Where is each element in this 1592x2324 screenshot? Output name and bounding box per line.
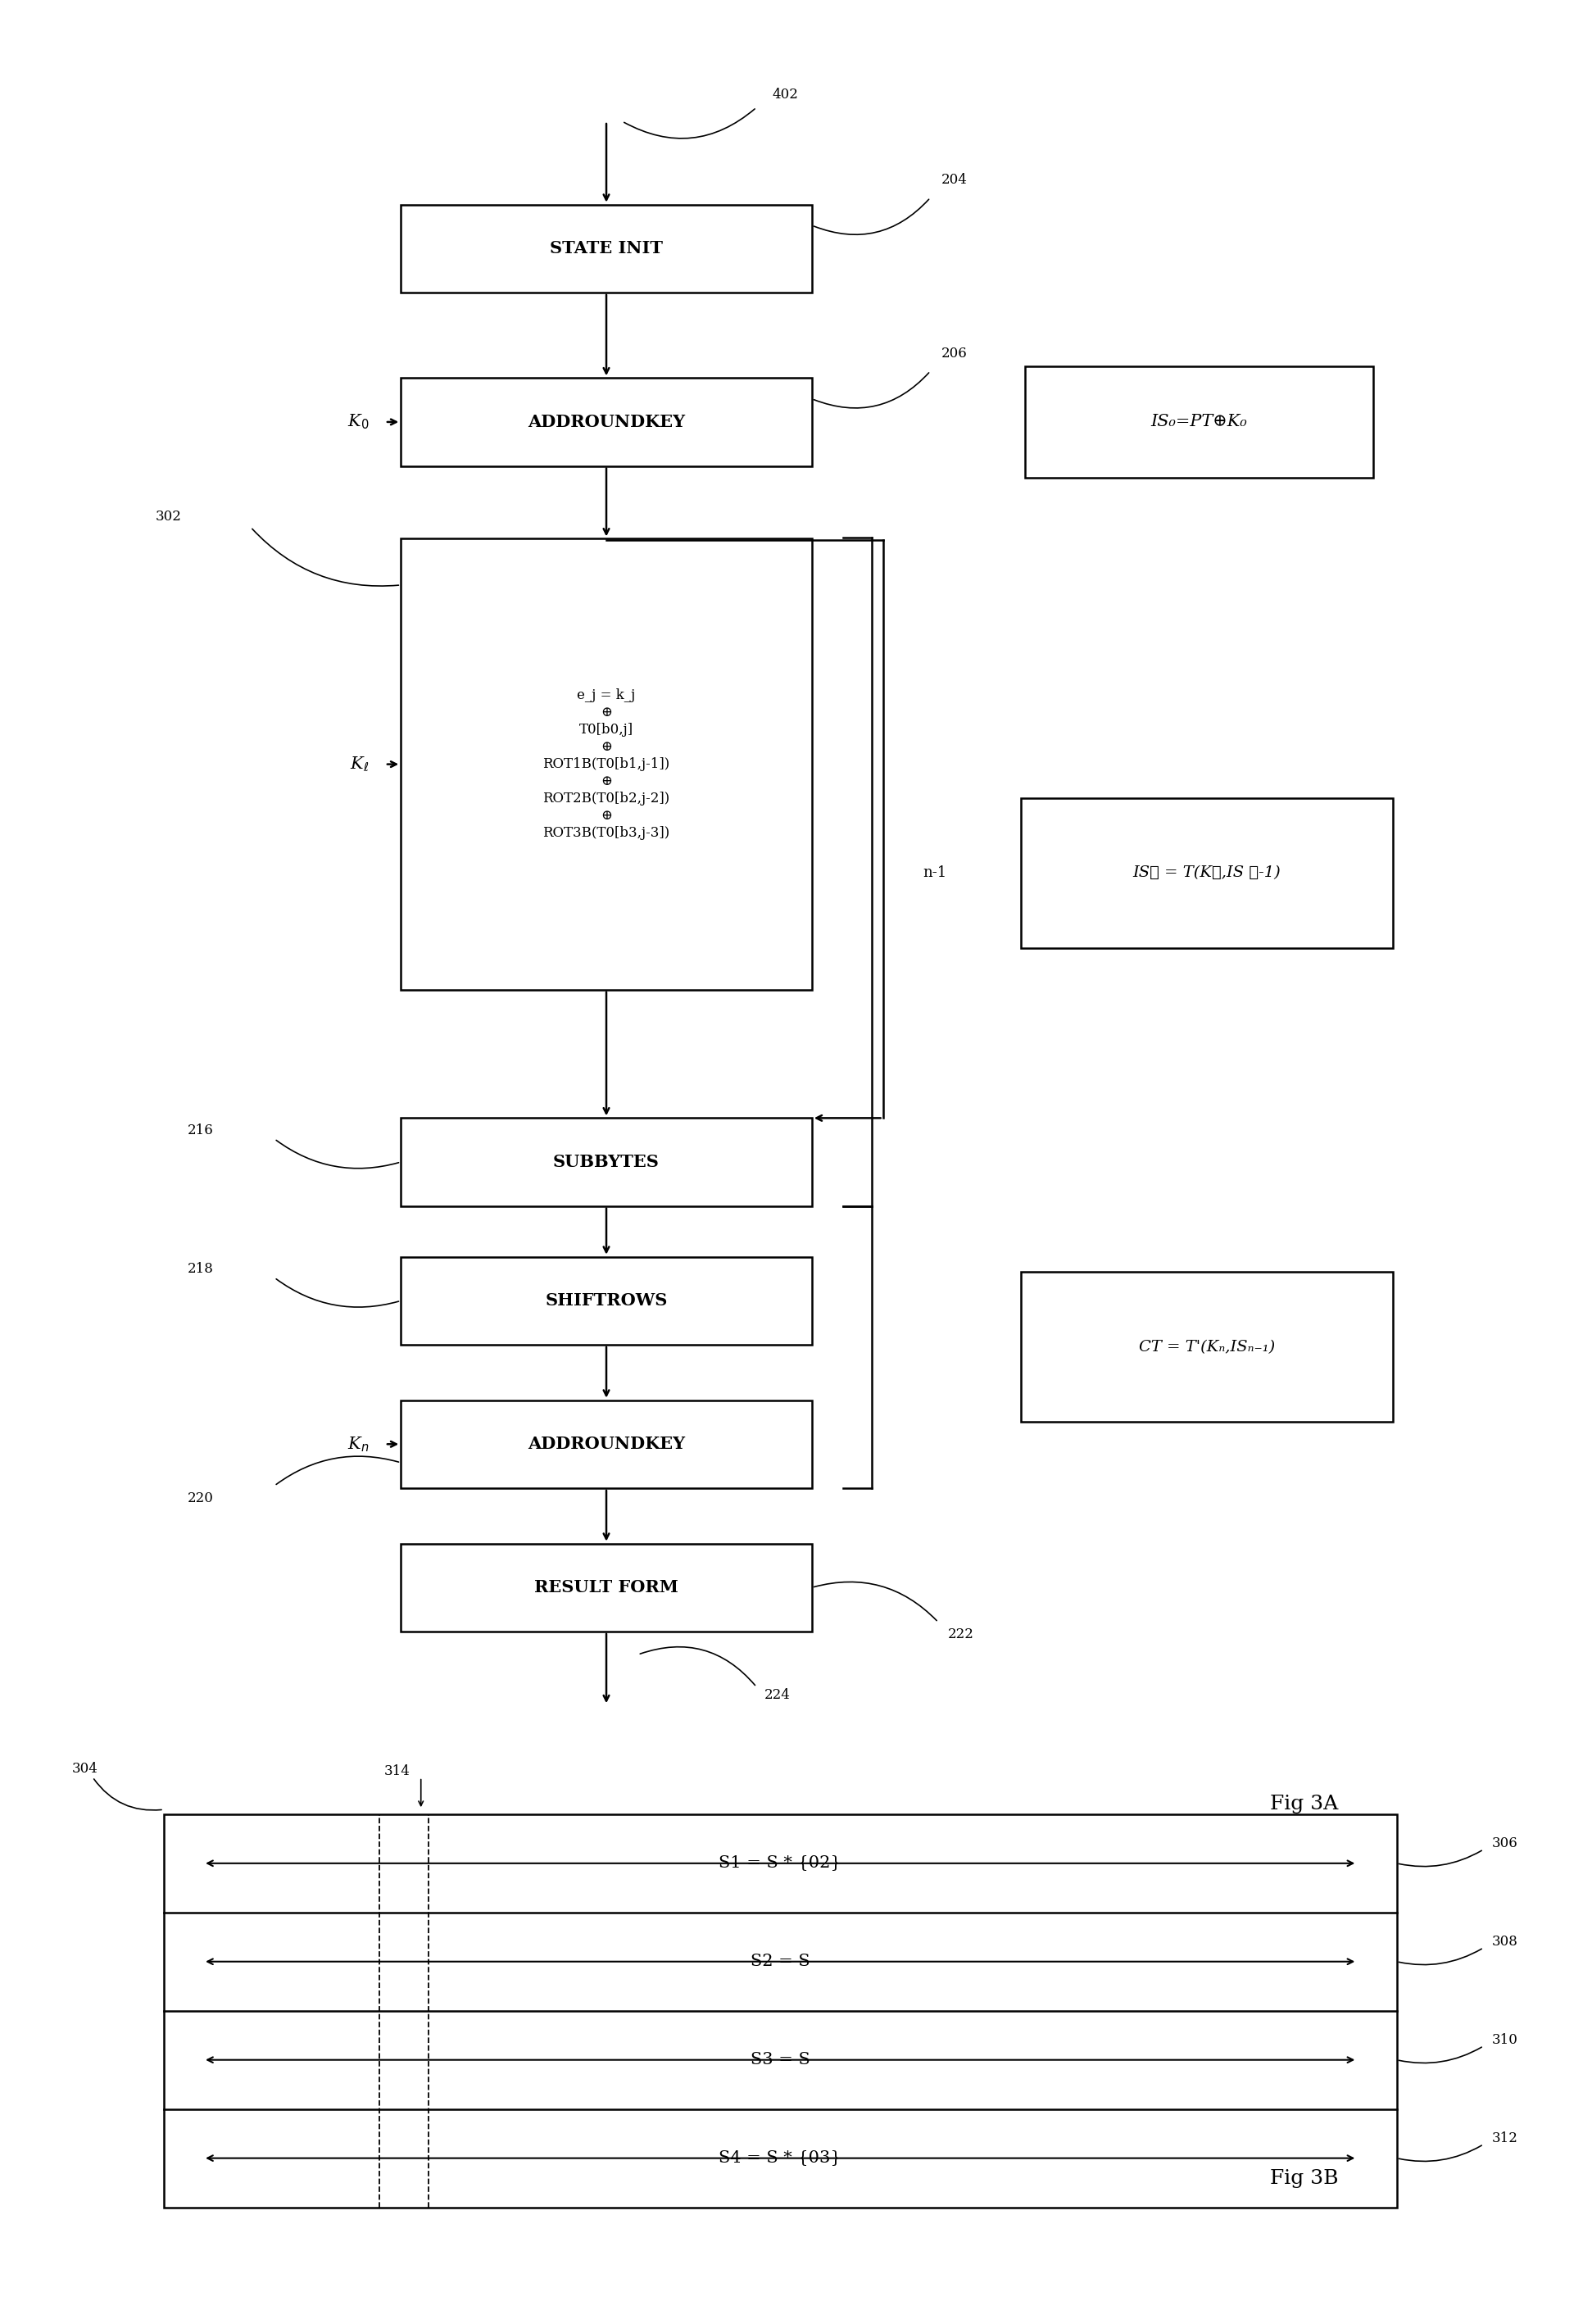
Text: 224: 224: [764, 1687, 791, 1701]
Text: RESULT FORM: RESULT FORM: [535, 1580, 678, 1597]
Text: S1 = S * {02}: S1 = S * {02}: [720, 1855, 842, 1871]
Text: SUBBYTES: SUBBYTES: [552, 1153, 659, 1171]
Text: S2 = S: S2 = S: [750, 1954, 810, 1968]
Text: ADDROUNDKEY: ADDROUNDKEY: [527, 414, 685, 430]
Bar: [401, 1543, 812, 1631]
Bar: [401, 1257, 812, 1346]
Text: 402: 402: [772, 88, 799, 102]
Text: e_j = k_j
⊕
T0[b0,j]
⊕
ROT1B(T0[b1,j-1])
⊕
ROT2B(T0[b2,j-2])
⊕
ROT3B(T0[b3,j-3]): e_j = k_j ⊕ T0[b0,j] ⊕ ROT1B(T0[b1,j-1])…: [543, 688, 670, 839]
Text: STATE INIT: STATE INIT: [549, 239, 662, 256]
Text: n-1: n-1: [922, 865, 946, 881]
Bar: [401, 379, 812, 465]
Text: S4 = S * {03}: S4 = S * {03}: [720, 2150, 842, 2166]
Text: 314: 314: [384, 1764, 411, 1778]
Text: ISℓ = T(Kℓ,IS ℓ-1): ISℓ = T(Kℓ,IS ℓ-1): [1134, 865, 1282, 881]
Text: 308: 308: [1492, 1936, 1517, 1950]
Text: 220: 220: [188, 1492, 213, 1506]
Text: S3 = S: S3 = S: [750, 2052, 810, 2068]
Text: SHIFTROWS: SHIFTROWS: [544, 1292, 667, 1308]
Text: CT = T'(Kₙ,ISₙ₋₁): CT = T'(Kₙ,ISₙ₋₁): [1138, 1339, 1275, 1355]
Text: K$_\ell$: K$_\ell$: [350, 755, 369, 774]
Text: ADDROUNDKEY: ADDROUNDKEY: [527, 1436, 685, 1452]
Text: 304: 304: [72, 1762, 99, 1776]
Bar: [401, 539, 812, 990]
Text: IS₀=PT⊕K₀: IS₀=PT⊕K₀: [1151, 414, 1247, 430]
Text: K$_0$: K$_0$: [347, 414, 369, 432]
Text: 310: 310: [1492, 2033, 1517, 2047]
Bar: [1020, 797, 1393, 948]
Text: 204: 204: [941, 172, 968, 186]
Bar: [401, 1118, 812, 1206]
Text: 302: 302: [156, 509, 181, 523]
Text: 306: 306: [1492, 1836, 1517, 1850]
Text: K$_n$: K$_n$: [347, 1434, 369, 1452]
Text: 218: 218: [188, 1262, 213, 1276]
Text: 222: 222: [947, 1627, 974, 1641]
Bar: [401, 205, 812, 293]
Bar: [1025, 367, 1372, 476]
Bar: [1020, 1271, 1393, 1422]
Text: Fig 3B: Fig 3B: [1270, 2168, 1339, 2189]
Text: Fig 3A: Fig 3A: [1270, 1794, 1339, 1813]
Text: 312: 312: [1492, 2131, 1517, 2145]
Bar: [164, 1815, 1396, 2208]
Text: 216: 216: [188, 1122, 213, 1136]
Text: 206: 206: [941, 346, 968, 360]
Bar: [401, 1399, 812, 1487]
